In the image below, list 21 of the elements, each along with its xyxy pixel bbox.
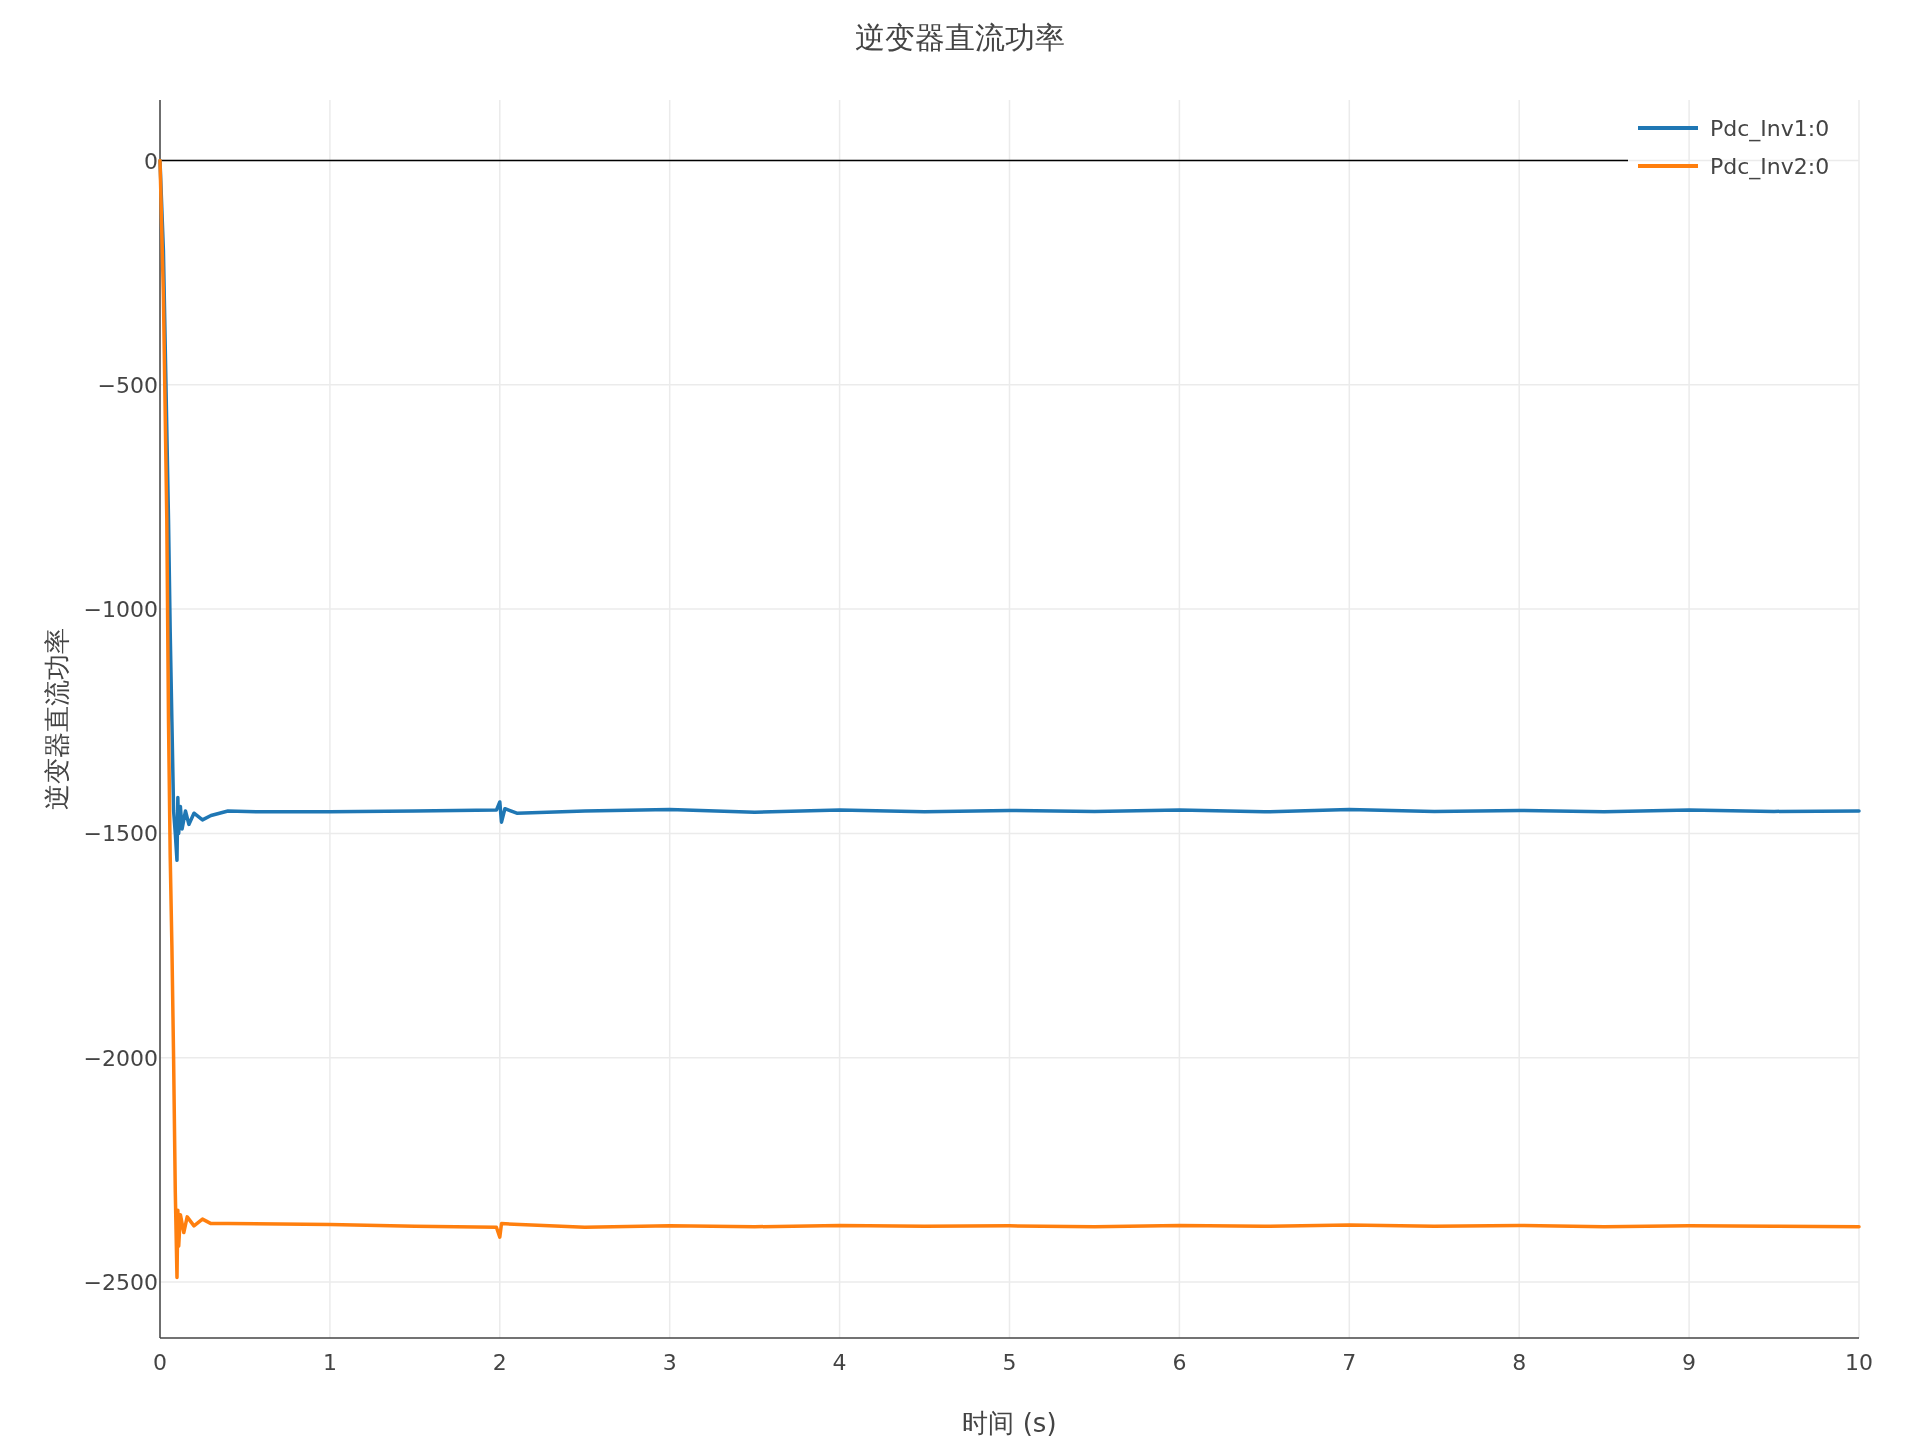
legend-label: Pdc_Inv2:0: [1710, 154, 1830, 180]
x-tick-label: 2: [492, 1350, 507, 1375]
y-tick-label: −2500: [83, 1269, 158, 1295]
x-tick-label: 1: [322, 1350, 337, 1375]
x-tick-label: 10: [1845, 1350, 1873, 1375]
x-tick-label: 7: [1342, 1350, 1357, 1375]
y-tick-label: 0: [144, 148, 158, 174]
y-tick-label: −2000: [83, 1045, 158, 1071]
x-tick-label: 8: [1512, 1350, 1527, 1375]
x-tick-label: 9: [1682, 1350, 1697, 1375]
x-tick-label: 6: [1172, 1350, 1187, 1375]
legend-label: Pdc_Inv1:0: [1710, 116, 1830, 142]
chart-title: 逆变器直流功率: [855, 20, 1065, 55]
x-tick-label: 3: [662, 1350, 677, 1375]
y-tick-label: −500: [97, 372, 158, 398]
y-axis-title: 逆变器直流功率: [42, 628, 72, 810]
x-tick-label: 4: [832, 1350, 847, 1375]
x-tick-label: 5: [1002, 1350, 1017, 1375]
x-axis-title: 时间 (s): [962, 1408, 1057, 1438]
y-tick-label: −1000: [83, 597, 158, 623]
y-tick-label: −1500: [83, 821, 158, 847]
